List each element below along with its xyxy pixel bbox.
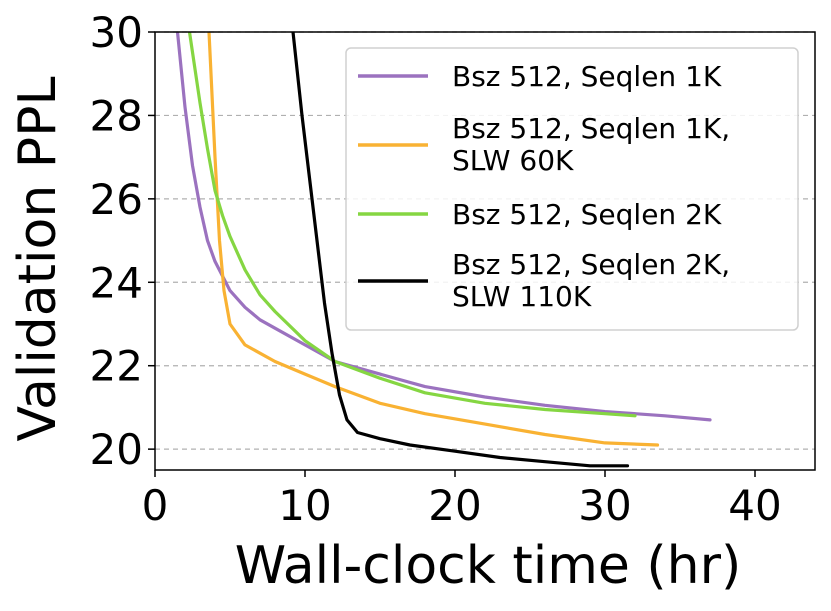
legend-label-3: Bsz 512, Seqlen 2K [452, 198, 722, 231]
series-line-1 [175, 32, 712, 422]
x-tick-label: 0 [142, 481, 169, 530]
x-tick-label: 30 [578, 481, 631, 530]
y-tick-label: 20 [90, 425, 143, 474]
y-tick-label: 22 [90, 342, 143, 391]
plot-frame [154, 31, 816, 471]
x-tick-label: 40 [728, 481, 781, 530]
x-tick-label: 10 [278, 481, 331, 530]
y-axis-title: Validation PPL [8, 76, 68, 441]
legend-label-1: Bsz 512, Seqlen 1K [452, 60, 722, 93]
legend-box [345, 47, 799, 331]
legend-label-2: Bsz 512, Seqlen 1K, SLW 60K [452, 112, 730, 177]
series-line-4 [291, 32, 630, 468]
y-tick-label: 26 [90, 175, 143, 224]
y-tick-label: 24 [90, 258, 143, 307]
series-line-3 [187, 32, 637, 418]
x-axis-title: Wall-clock time (hr) [235, 536, 742, 596]
y-tick-label: 30 [90, 8, 143, 57]
series-layer [175, 32, 712, 468]
series-line-2 [207, 32, 660, 447]
legend-label-4: Bsz 512, Seqlen 2K, SLW 110K [452, 248, 730, 313]
axis-ticks: 0 10 20 30 40 20 22 24 26 28 30 [90, 8, 782, 530]
y-tick-label: 28 [90, 91, 143, 140]
legend: Bsz 512, Seqlen 1K Bsz 512, Seqlen 1K, SLW… [345, 47, 799, 331]
x-tick-label: 20 [428, 481, 481, 530]
